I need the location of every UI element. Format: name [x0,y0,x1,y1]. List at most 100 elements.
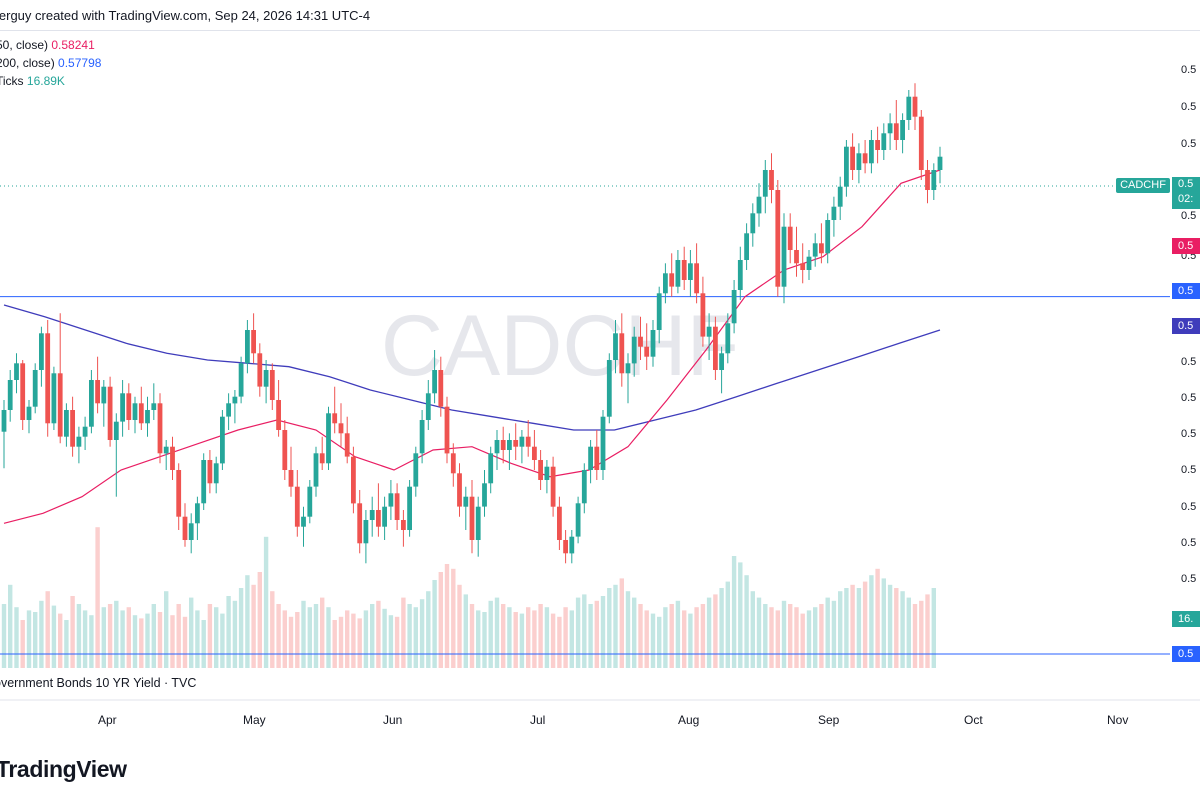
candle[interactable] [482,470,487,517]
candle[interactable] [837,176,843,220]
bottom-line-price-tag[interactable]: 0.5 [1172,646,1200,662]
candle[interactable] [276,380,281,437]
candle[interactable] [425,380,431,430]
tradingview-logo[interactable]: TradingView [0,756,127,782]
candle[interactable] [76,426,82,464]
candle[interactable] [825,213,831,264]
candle[interactable] [376,483,381,537]
candle[interactable] [14,353,19,394]
candle[interactable] [170,436,175,480]
candle[interactable] [438,356,444,417]
candle[interactable] [469,480,475,554]
candle[interactable] [307,480,313,524]
candle[interactable] [769,153,774,204]
candle[interactable] [113,413,119,497]
candle[interactable] [831,196,837,237]
candle[interactable] [700,276,706,347]
candle[interactable] [869,130,874,174]
candle[interactable] [931,163,937,200]
candle[interactable] [563,530,568,564]
candle[interactable] [39,326,44,387]
candle[interactable] [394,483,400,530]
candle[interactable] [51,366,57,430]
candle[interactable] [619,313,625,387]
candle[interactable] [463,486,469,530]
candle[interactable] [819,223,824,264]
candle[interactable] [163,440,169,470]
candle[interactable] [369,496,375,537]
candle[interactable] [64,403,69,447]
candle[interactable] [669,253,675,297]
candle[interactable] [120,380,125,437]
candle[interactable] [282,420,288,480]
candle[interactable] [157,393,163,464]
legend-ma50[interactable]: 50, close) 0.58241 [0,38,95,52]
candle[interactable] [762,160,768,214]
current-price-tag[interactable]: 0.5 02: [1172,177,1200,209]
candle[interactable] [525,420,531,457]
candle[interactable] [344,416,350,464]
candle[interactable] [220,410,225,470]
candle[interactable] [631,326,637,377]
candle[interactable] [862,140,868,174]
candle[interactable] [182,503,188,547]
candle[interactable] [45,320,51,437]
candle[interactable] [351,446,356,514]
candle[interactable] [301,506,306,547]
candle[interactable] [794,226,799,277]
candle[interactable] [688,250,693,297]
candle[interactable] [419,410,425,464]
candle[interactable] [781,213,787,304]
candle[interactable] [557,496,562,550]
candle[interactable] [744,223,749,270]
candle[interactable] [151,383,157,420]
candle[interactable] [625,353,631,404]
candle[interactable] [388,480,394,520]
candle[interactable] [606,353,612,424]
candle[interactable] [519,430,525,464]
candle[interactable] [401,510,406,547]
candle[interactable] [251,313,256,364]
candle[interactable] [644,323,650,370]
candle[interactable] [357,490,363,554]
candle[interactable] [475,496,481,557]
candle[interactable] [257,343,263,397]
candle[interactable] [613,320,618,374]
candle[interactable] [787,213,793,264]
candle[interactable] [750,203,756,247]
candle[interactable] [488,446,494,494]
candle[interactable] [319,436,325,470]
candle[interactable] [581,463,587,514]
candle[interactable] [875,126,880,164]
candle[interactable] [126,383,132,430]
candle[interactable] [937,146,943,184]
candle[interactable] [450,443,456,487]
candle[interactable] [575,496,581,544]
candle[interactable] [850,133,855,180]
candle[interactable] [731,280,737,334]
candle[interactable] [313,446,319,497]
candle[interactable] [725,313,731,364]
candle[interactable] [550,456,556,517]
candle[interactable] [263,360,269,404]
candle[interactable] [26,400,32,434]
candle[interactable] [213,456,219,494]
candle[interactable] [812,233,818,267]
candle[interactable] [95,356,100,414]
ma200-line[interactable] [3,304,941,431]
candle[interactable] [107,376,113,447]
legend-ma200[interactable]: 200, close) 0.57798 [0,56,101,70]
candle[interactable] [600,410,606,480]
candle[interactable] [176,463,182,530]
candle[interactable] [288,446,294,497]
candle[interactable] [89,370,94,434]
candle[interactable] [20,360,26,430]
candle[interactable] [207,450,213,494]
candle[interactable] [407,480,412,537]
candle[interactable] [900,113,905,154]
candle[interactable] [706,313,712,360]
candle[interactable] [663,263,668,304]
candle[interactable] [57,313,63,444]
hline-price-tag[interactable]: 0.5 [1172,283,1200,299]
